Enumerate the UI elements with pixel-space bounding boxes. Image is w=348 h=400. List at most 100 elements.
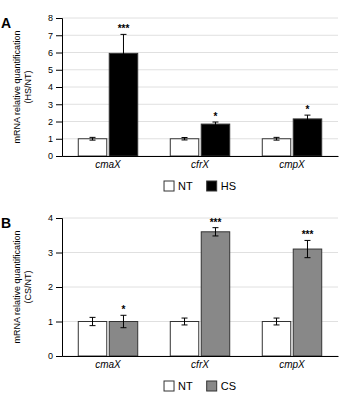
error-bar — [90, 137, 96, 140]
grid-line — [62, 35, 338, 36]
y-tick: 1 — [48, 317, 62, 327]
legend-item: NT — [164, 380, 193, 392]
y-tick: 0 — [48, 351, 62, 361]
y-tick: 4 — [48, 213, 62, 223]
bar — [78, 139, 106, 156]
y-tick: 0 — [48, 151, 62, 161]
significance-labels: ***** — [118, 23, 310, 122]
error-bars — [90, 317, 280, 325]
y-tick-mark — [56, 218, 62, 219]
y-axis: 01234 — [48, 213, 63, 361]
y-tick: 6 — [48, 48, 62, 58]
significance-label: *** — [118, 23, 130, 34]
error-bar — [212, 122, 218, 126]
y-tick: 7 — [48, 31, 62, 41]
x-tick: cmaX — [95, 356, 121, 370]
x-tick-label: cmpX — [279, 159, 305, 170]
y-tick-label: 3 — [48, 248, 53, 258]
x-tick-label: cmpX — [279, 359, 305, 370]
error-bars — [90, 137, 280, 140]
y-axis-title-line: mRNA relative quantification — [12, 230, 22, 343]
significance-labels: ******* — [122, 217, 314, 316]
x-tick-label: cmaX — [95, 359, 121, 370]
error-bars — [120, 228, 310, 328]
error-bar — [182, 138, 188, 140]
x-axis: cmaX cfrX cmpX — [63, 356, 339, 370]
error-bar — [274, 318, 280, 325]
significance-label: * — [306, 104, 310, 115]
grid — [62, 218, 338, 356]
panel-label: A — [1, 15, 11, 31]
y-tick-label: 0 — [48, 151, 53, 161]
legend-item: CS — [207, 380, 236, 392]
grid-line — [62, 104, 338, 105]
plot-area — [78, 228, 321, 356]
x-tick-label: cmaX — [95, 159, 121, 170]
error-bar — [304, 115, 310, 123]
y-tick-mark — [56, 104, 62, 105]
legend-swatch — [207, 381, 217, 391]
x-axis: cmaX cfrX cmpX — [63, 156, 339, 170]
y-tick-mark — [56, 87, 62, 88]
grid-line — [62, 218, 338, 219]
bar — [262, 322, 290, 357]
y-tick-mark — [56, 322, 62, 323]
x-tick-label: cfrX — [191, 159, 209, 170]
x-tick-label: cfrX — [191, 359, 209, 370]
y-tick: 3 — [48, 100, 62, 110]
y-tick-mark — [56, 253, 62, 254]
error-bar — [182, 318, 188, 325]
legend-swatch — [164, 381, 174, 391]
error-bars — [120, 34, 310, 126]
bar — [170, 322, 198, 357]
grid-line — [62, 69, 338, 70]
error-bar — [304, 240, 310, 257]
panel: *****cmaXcfrXcmpX012345678mRNA relative … — [1, 13, 339, 191]
x-axis-line — [63, 356, 339, 357]
legend-item: NT — [164, 180, 193, 192]
x-tick: cfrX — [191, 356, 209, 370]
legend: NT CS — [164, 380, 236, 392]
bar — [293, 249, 321, 356]
y-axis-title-line: mRNA relative quantification — [12, 30, 22, 143]
grid — [62, 18, 338, 156]
y-tick-mark — [56, 139, 62, 140]
y-axis-title: mRNA relative quantification(HS/NT) — [12, 30, 33, 143]
significance-label: * — [122, 304, 126, 315]
panel: *******cmaXcfrXcmpX01234mRNA relative qu… — [1, 213, 339, 391]
y-tick-label: 4 — [48, 82, 53, 92]
y-tick-mark — [56, 35, 62, 36]
plot-area — [78, 34, 321, 156]
significance-label: *** — [302, 229, 314, 240]
panel-label: B — [1, 215, 11, 231]
x-tick: cmpX — [279, 156, 305, 170]
error-bar — [274, 137, 280, 140]
y-tick: 1 — [48, 134, 62, 144]
bar — [201, 232, 229, 356]
y-tick-label: 4 — [48, 213, 53, 223]
bar — [170, 139, 198, 156]
bar — [293, 119, 321, 156]
y-axis-line — [56, 19, 63, 157]
legend-label: NT — [178, 180, 193, 192]
bar — [78, 322, 106, 357]
y-tick: 4 — [48, 82, 62, 92]
y-tick-mark — [56, 18, 62, 19]
error-bar — [120, 315, 126, 327]
y-tick-mark — [56, 356, 62, 357]
legend-label: HS — [221, 180, 236, 192]
grid-line — [62, 52, 338, 53]
y-tick: 2 — [48, 117, 62, 127]
y-tick-label: 0 — [48, 351, 53, 361]
error-bar — [212, 228, 218, 236]
bar — [201, 124, 229, 156]
legend: NT HS — [164, 180, 236, 192]
y-axis-line — [56, 219, 63, 357]
x-axis-line — [63, 156, 339, 157]
y-tick-mark — [56, 122, 62, 123]
bar — [262, 139, 290, 156]
series — [109, 53, 321, 156]
y-tick-mark — [56, 156, 62, 157]
y-axis-title-line: (CS/NT) — [23, 271, 33, 304]
y-tick-mark — [56, 53, 62, 54]
